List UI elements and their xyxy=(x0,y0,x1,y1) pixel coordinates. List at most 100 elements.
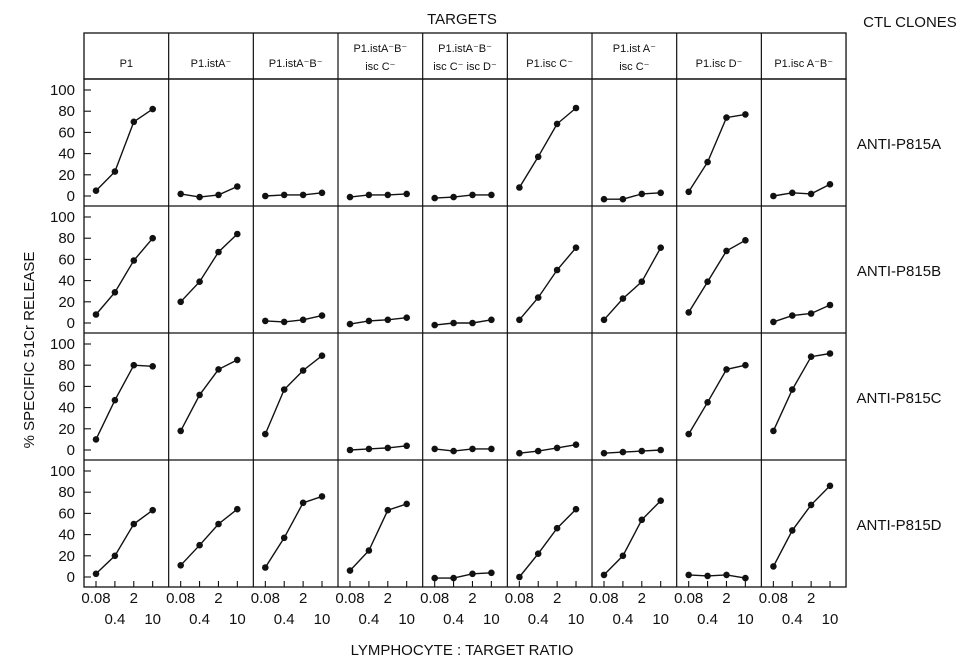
panel xyxy=(177,183,241,201)
target-header: P1.isc D⁻ xyxy=(696,58,743,70)
x-tick-label: 10 xyxy=(398,611,415,628)
series-line xyxy=(265,192,323,197)
x-axis: 0.08 20.4 100.08 20.4 100.08 20.4 100.08 20.4 10… xyxy=(81,581,838,628)
data-point xyxy=(704,278,711,286)
data-point xyxy=(770,318,777,326)
data-point xyxy=(657,497,664,505)
series-line xyxy=(773,183,831,197)
data-point xyxy=(280,534,288,542)
data-point xyxy=(619,448,627,456)
data-point xyxy=(450,193,457,201)
data-point xyxy=(262,317,269,325)
series-line xyxy=(180,185,238,198)
clone-label: ANTI-P815B xyxy=(857,263,941,280)
data-point xyxy=(92,436,100,443)
panel xyxy=(92,105,156,194)
target-header: P1 xyxy=(120,58,133,70)
data-point xyxy=(516,184,523,191)
series-line xyxy=(180,359,238,432)
series-line xyxy=(349,445,407,451)
data-point xyxy=(262,430,269,438)
x-tick-label: 0.4 xyxy=(697,611,718,628)
series-line xyxy=(95,509,154,575)
target-header: P1.istA⁻B⁻ isc C⁻ xyxy=(353,43,407,73)
target-header-line: P1.istA⁻B⁻ xyxy=(353,43,407,55)
series-line xyxy=(603,500,662,576)
y-tick-label: 80 xyxy=(58,357,75,374)
data-point xyxy=(346,193,354,201)
data-point xyxy=(742,361,749,369)
data-point xyxy=(657,244,664,251)
series-line xyxy=(603,247,662,321)
data-point xyxy=(130,361,138,369)
series-line xyxy=(772,352,831,432)
target-headers: P1 P1.istA⁻ P1.istA⁻B⁻P1.istA⁻B⁻isc C⁻P1.i… xyxy=(83,32,847,80)
data-point xyxy=(130,520,138,528)
data-point xyxy=(742,237,749,244)
data-point xyxy=(657,189,664,197)
panel xyxy=(685,111,749,196)
x-tick-label: 2 xyxy=(722,590,730,607)
data-point xyxy=(215,366,222,373)
data-point xyxy=(262,192,269,200)
y-tick-label: 80 xyxy=(58,484,75,501)
x-tick-label: 0.08 xyxy=(335,590,364,607)
x-tick-label: 0.08 xyxy=(674,590,703,607)
series-line xyxy=(180,233,238,303)
y-tick-label: 40 xyxy=(58,400,75,417)
x-axis-label: LYMPHOCYTE : TARGET RATIO xyxy=(351,642,574,659)
data-point xyxy=(299,499,307,507)
data-point xyxy=(92,570,100,578)
clone-labels: ANTI-P815A ANTI-P815B ANTI-P815C ANTI-P815D xyxy=(856,136,941,534)
panel xyxy=(516,441,580,457)
data-point xyxy=(685,571,692,579)
y-tick-label: 20 xyxy=(58,548,75,565)
panel xyxy=(516,244,580,324)
panel xyxy=(770,181,834,200)
y-tick-label: 100 xyxy=(50,463,75,480)
data-point xyxy=(534,153,542,161)
panel xyxy=(685,237,749,316)
series-line xyxy=(434,319,492,326)
target-header: P1.istA⁻ xyxy=(191,58,232,70)
data-point xyxy=(826,181,834,188)
data-point xyxy=(572,244,580,251)
data-point xyxy=(789,527,796,534)
y-tick-label: 0 xyxy=(67,442,75,459)
data-point xyxy=(807,190,815,198)
series-line xyxy=(264,355,323,435)
data-point xyxy=(92,311,100,318)
series-line xyxy=(518,247,577,321)
target-header: P1.isc C⁻ xyxy=(526,58,573,70)
data-point xyxy=(826,482,834,490)
series-line xyxy=(434,194,492,199)
series-line xyxy=(95,108,154,192)
x-tick-label: 0.4 xyxy=(189,611,210,628)
panel xyxy=(262,312,326,326)
column-group-label: CTL CLONES xyxy=(863,14,957,31)
target-header-line: P1.istA⁻B⁻ xyxy=(438,43,492,55)
target-header-line: P1.isc C⁻ xyxy=(526,58,573,70)
data-point xyxy=(346,446,354,454)
data-point xyxy=(403,442,411,450)
data-point xyxy=(534,294,542,301)
data-point xyxy=(704,158,711,166)
clone-label: ANTI-P815C xyxy=(856,390,941,407)
y-tick-label: 100 xyxy=(50,82,75,99)
data-point xyxy=(111,168,119,175)
series-line xyxy=(604,192,661,200)
data-point xyxy=(234,183,241,190)
x-tick-label: 2 xyxy=(299,590,307,607)
data-point xyxy=(299,367,307,374)
y-tick-label: 60 xyxy=(58,505,75,522)
data-point xyxy=(789,189,796,197)
panel xyxy=(346,190,411,201)
series-line xyxy=(349,317,407,325)
target-header-line: isc C⁻ isc D⁻ xyxy=(433,61,497,73)
target-header: P1.istA⁻B⁻ xyxy=(269,58,323,70)
data-point xyxy=(516,316,523,324)
data-point xyxy=(723,571,730,579)
data-point xyxy=(723,114,730,121)
data-point xyxy=(450,574,457,582)
